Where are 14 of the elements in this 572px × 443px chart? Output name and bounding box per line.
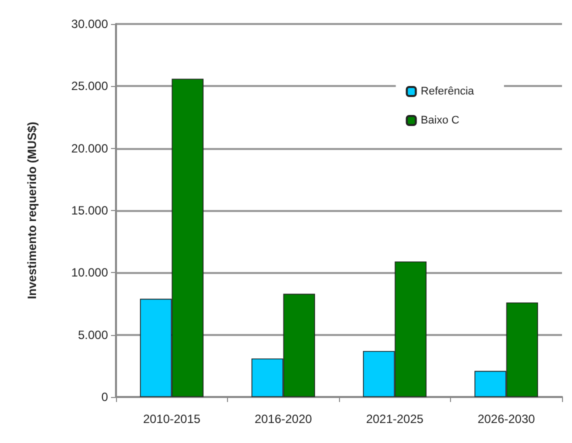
x-tick-label: 2026-2030 — [478, 412, 536, 426]
y-tick-label: 0 — [101, 390, 108, 404]
legend-label: Baixo C — [420, 114, 460, 126]
y-tick-label: 25.000 — [71, 79, 108, 94]
x-tick-label: 2010-2015 — [143, 412, 201, 426]
y-tick-label: 20.000 — [71, 141, 108, 156]
y-tick-label: 5.000 — [78, 328, 108, 342]
x-tick-label: 2016-2020 — [254, 412, 312, 426]
y-tick-label: 10.000 — [71, 266, 108, 280]
y-tick-label: 15.000 — [71, 204, 108, 218]
y-tick-label: 30.000 — [71, 17, 108, 31]
y-axis-title: Investimento requerido (MUS$) — [25, 122, 39, 300]
x-tick-label: 2021-2025 — [366, 412, 424, 426]
legend-label: Referência — [420, 86, 475, 98]
